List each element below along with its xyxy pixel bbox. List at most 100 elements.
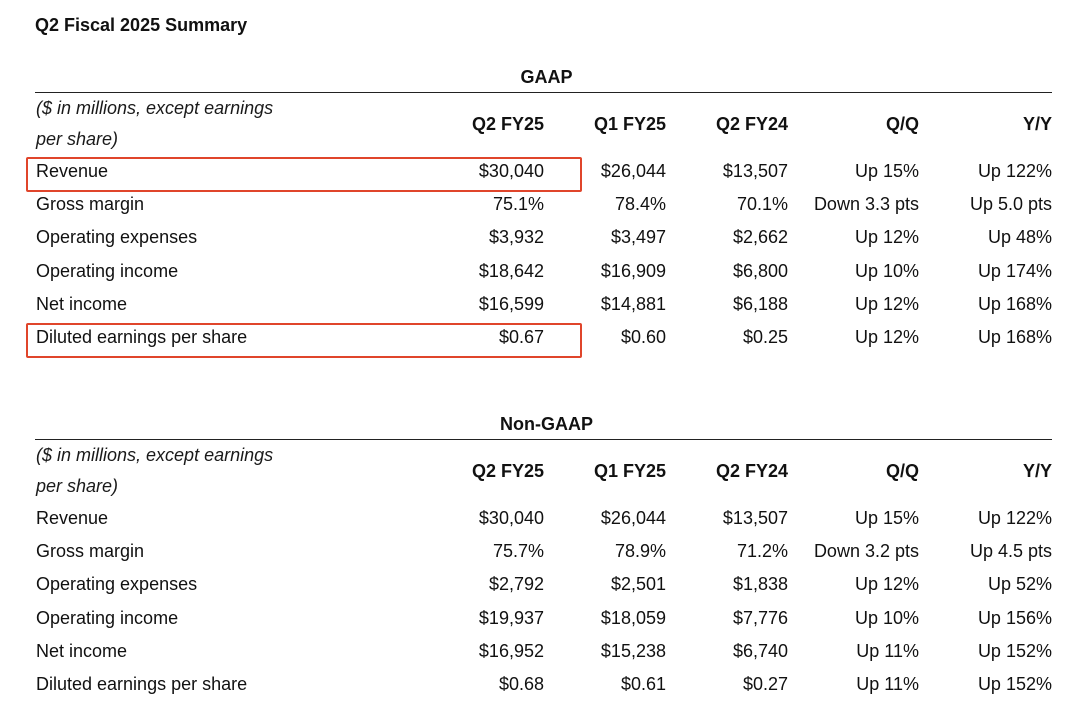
cell-q1fy25: $14,881 (600, 293, 666, 314)
cell-yy: Up 4.5 pts (969, 541, 1052, 562)
col-header-q2fy24: Q2 FY24 (715, 114, 788, 134)
cell-q2fy24: $13,507 (722, 508, 788, 529)
row-label: Operating expenses (36, 574, 198, 595)
cell-yy: Up 52% (987, 574, 1052, 595)
cell-qq: Up 10% (854, 260, 919, 281)
cell-q2fy24: 71.2% (736, 541, 788, 562)
col-header-q1fy25: Q1 FY25 (593, 461, 666, 481)
cell-q2fy24: $7,776 (732, 607, 788, 628)
col-header-qq: Q/Q (885, 114, 919, 134)
cell-qq: Down 3.3 pts (813, 194, 919, 215)
table-row: Gross margin 75.7% 78.9% 71.2% Down 3.2 … (35, 535, 1052, 568)
cell-q1fy25: $0.61 (620, 674, 666, 695)
cell-yy: Up 168% (977, 293, 1052, 314)
cell-yy: Up 5.0 pts (969, 194, 1052, 215)
units-note: ($ in millions, except earnings per shar… (36, 445, 274, 496)
row-label: Gross margin (36, 541, 145, 562)
cell-yy: Up 174% (977, 260, 1052, 281)
cell-qq: Up 15% (854, 508, 919, 529)
cell-q2fy25: 75.1% (492, 194, 544, 215)
table-row: Net income $16,599 $14,881 $6,188 Up 12%… (35, 288, 1052, 321)
table-row: Operating income $18,642 $16,909 $6,800 … (35, 255, 1052, 288)
row-label: Revenue (36, 161, 109, 182)
cell-qq: Up 12% (854, 327, 919, 348)
table-row: Revenue $30,040 $26,044 $13,507 Up 15% U… (35, 502, 1052, 535)
cell-yy: Up 168% (977, 327, 1052, 348)
cell-yy: Up 152% (977, 640, 1052, 661)
col-header-q2fy24: Q2 FY24 (715, 461, 788, 481)
cell-yy: Up 48% (987, 227, 1052, 248)
cell-q1fy25: $2,501 (610, 574, 666, 595)
row-label: Operating income (36, 607, 179, 628)
table-row: Operating expenses $2,792 $2,501 $1,838 … (35, 568, 1052, 601)
cell-qq: Up 11% (856, 640, 919, 661)
units-note: ($ in millions, except earnings per shar… (36, 98, 274, 149)
cell-q2fy24: $6,188 (732, 293, 788, 314)
table-row: Diluted earnings per share $0.68 $0.61 $… (35, 668, 1052, 701)
cell-q2fy24: 70.1% (736, 194, 788, 215)
table-row: Operating income $19,937 $18,059 $7,776 … (35, 602, 1052, 635)
cell-qq: Up 11% (856, 674, 919, 695)
row-label: Net income (36, 293, 128, 314)
cell-qq: Up 12% (854, 227, 919, 248)
revenue-highlight-box (26, 157, 582, 192)
cell-q2fy24: $2,662 (732, 227, 788, 248)
cell-yy: Up 156% (977, 607, 1052, 628)
cell-qq: Up 12% (854, 574, 919, 595)
non-gaap-table: Non-GAAP ($ in millions, except earnings… (35, 411, 1052, 701)
non-gaap-rows: Revenue $30,040 $26,044 $13,507 Up 15% U… (35, 502, 1052, 701)
non-gaap-heading: Non-GAAP (35, 411, 1052, 440)
row-label: Net income (36, 640, 128, 661)
cell-q2fy25: $16,599 (478, 293, 544, 314)
col-header-q2fy25: Q2 FY25 (471, 461, 544, 481)
cell-q2fy24: $13,507 (722, 161, 788, 182)
table-row: Diluted earnings per share $0.67 $0.60 $… (35, 321, 1052, 354)
col-header-q1fy25: Q1 FY25 (593, 114, 666, 134)
cell-q2fy25: 75.7% (492, 541, 544, 562)
cell-q2fy25: $0.68 (498, 674, 544, 695)
row-label: Revenue (36, 508, 109, 529)
cell-qq: Up 12% (854, 293, 919, 314)
table-row: Gross margin 75.1% 78.4% 70.1% Down 3.3 … (35, 188, 1052, 221)
col-header-yy: Y/Y (1022, 461, 1052, 481)
cell-q1fy25: $15,238 (600, 640, 666, 661)
table-row: Revenue $30,040 $26,044 $13,507 Up 15% U… (35, 155, 1052, 188)
cell-q1fy25: $3,497 (610, 227, 666, 248)
cell-yy: Up 152% (977, 674, 1052, 695)
cell-qq: Up 15% (854, 161, 919, 182)
cell-q1fy25: $16,909 (600, 260, 666, 281)
cell-q2fy24: $1,838 (732, 574, 788, 595)
row-label: Diluted earnings per share (36, 674, 248, 695)
cell-qq: Up 10% (854, 607, 919, 628)
table-row: Operating expenses $3,932 $3,497 $2,662 … (35, 221, 1052, 254)
cell-q1fy25: 78.4% (614, 194, 666, 215)
cell-q2fy25: $0.67 (498, 327, 544, 348)
non-gaap-header-row: ($ in millions, except earnings per shar… (35, 440, 1052, 502)
cell-yy: Up 122% (977, 161, 1052, 182)
cell-q1fy25: 78.9% (614, 541, 666, 562)
cell-q2fy24: $6,800 (732, 260, 788, 281)
cell-q2fy25: $3,932 (488, 227, 544, 248)
row-label: Diluted earnings per share (36, 327, 248, 348)
gaap-header-row: ($ in millions, except earnings per shar… (35, 93, 1052, 155)
cell-q2fy25: $30,040 (478, 508, 544, 529)
row-label: Operating income (36, 260, 179, 281)
col-header-yy: Y/Y (1022, 114, 1052, 134)
cell-q2fy24: $0.27 (742, 674, 788, 695)
cell-q1fy25: $26,044 (600, 161, 666, 182)
table-row: Net income $16,952 $15,238 $6,740 Up 11%… (35, 635, 1052, 668)
row-label: Gross margin (36, 194, 145, 215)
cell-q2fy25: $19,937 (478, 607, 544, 628)
cell-q1fy25: $26,044 (600, 508, 666, 529)
cell-q1fy25: $18,059 (600, 607, 666, 628)
cell-qq: Down 3.2 pts (813, 541, 919, 562)
cell-q2fy25: $30,040 (478, 161, 544, 182)
gaap-heading: GAAP (35, 64, 1052, 93)
col-header-q2fy25: Q2 FY25 (471, 114, 544, 134)
cell-q2fy25: $16,952 (478, 640, 544, 661)
page-title: Q2 Fiscal 2025 Summary (35, 15, 248, 35)
row-label: Operating expenses (36, 227, 198, 248)
cell-q2fy25: $18,642 (478, 260, 544, 281)
cell-q2fy24: $0.25 (742, 327, 788, 348)
cell-q2fy24: $6,740 (732, 640, 788, 661)
